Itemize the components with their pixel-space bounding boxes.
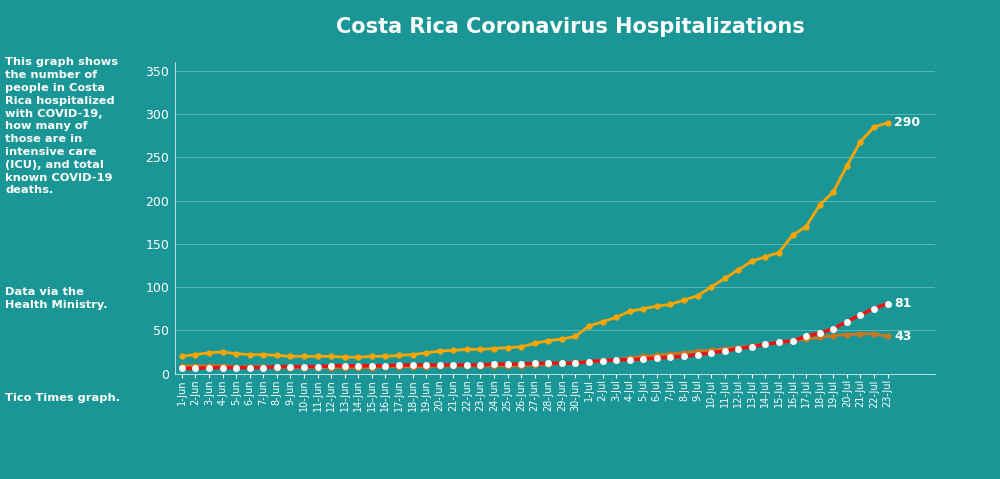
Total Deaths bbox=[176, 365, 188, 371]
Curently in ICU bbox=[271, 365, 283, 370]
Text: Tico Times graph.: Tico Times graph. bbox=[5, 393, 120, 403]
Curently in ICU bbox=[637, 354, 649, 359]
Text: 43: 43 bbox=[894, 330, 912, 343]
Curently in ICU bbox=[882, 333, 894, 339]
Currently hospitalized bbox=[814, 202, 826, 208]
Curently in ICU bbox=[176, 363, 188, 369]
Curently in ICU bbox=[651, 353, 663, 358]
Curently in ICU bbox=[610, 357, 622, 363]
Currently hospitalized bbox=[379, 354, 391, 359]
Currently hospitalized bbox=[610, 315, 622, 320]
Curently in ICU bbox=[596, 358, 608, 364]
Text: Costa Rica Coronavirus Hospitalizations: Costa Rica Coronavirus Hospitalizations bbox=[336, 17, 804, 37]
Curently in ICU bbox=[379, 364, 391, 370]
Text: This graph shows
the number of
people in Costa
Rica hospitalized
with COVID-19,
: This graph shows the number of people in… bbox=[5, 57, 118, 195]
Line: Currently hospitalized: Currently hospitalized bbox=[179, 120, 890, 360]
Text: Data via the
Health Ministry.: Data via the Health Ministry. bbox=[5, 287, 108, 310]
Currently hospitalized bbox=[732, 267, 744, 273]
Total Deaths bbox=[882, 301, 894, 307]
Text: 290: 290 bbox=[894, 116, 920, 129]
Total Deaths bbox=[366, 363, 378, 369]
Curently in ICU bbox=[732, 345, 744, 351]
Currently hospitalized bbox=[176, 354, 188, 359]
Total Deaths bbox=[583, 359, 595, 365]
Currently hospitalized bbox=[339, 354, 351, 360]
Line: Total Deaths: Total Deaths bbox=[179, 301, 890, 371]
Curently in ICU bbox=[854, 331, 866, 337]
Total Deaths bbox=[800, 333, 812, 339]
Currently hospitalized bbox=[637, 306, 649, 312]
Currently hospitalized bbox=[596, 319, 608, 325]
Total Deaths bbox=[624, 357, 636, 363]
Text: 81: 81 bbox=[894, 297, 912, 310]
Currently hospitalized bbox=[882, 120, 894, 125]
Total Deaths bbox=[719, 348, 731, 354]
Line: Curently in ICU: Curently in ICU bbox=[179, 331, 890, 370]
Total Deaths bbox=[596, 358, 608, 364]
